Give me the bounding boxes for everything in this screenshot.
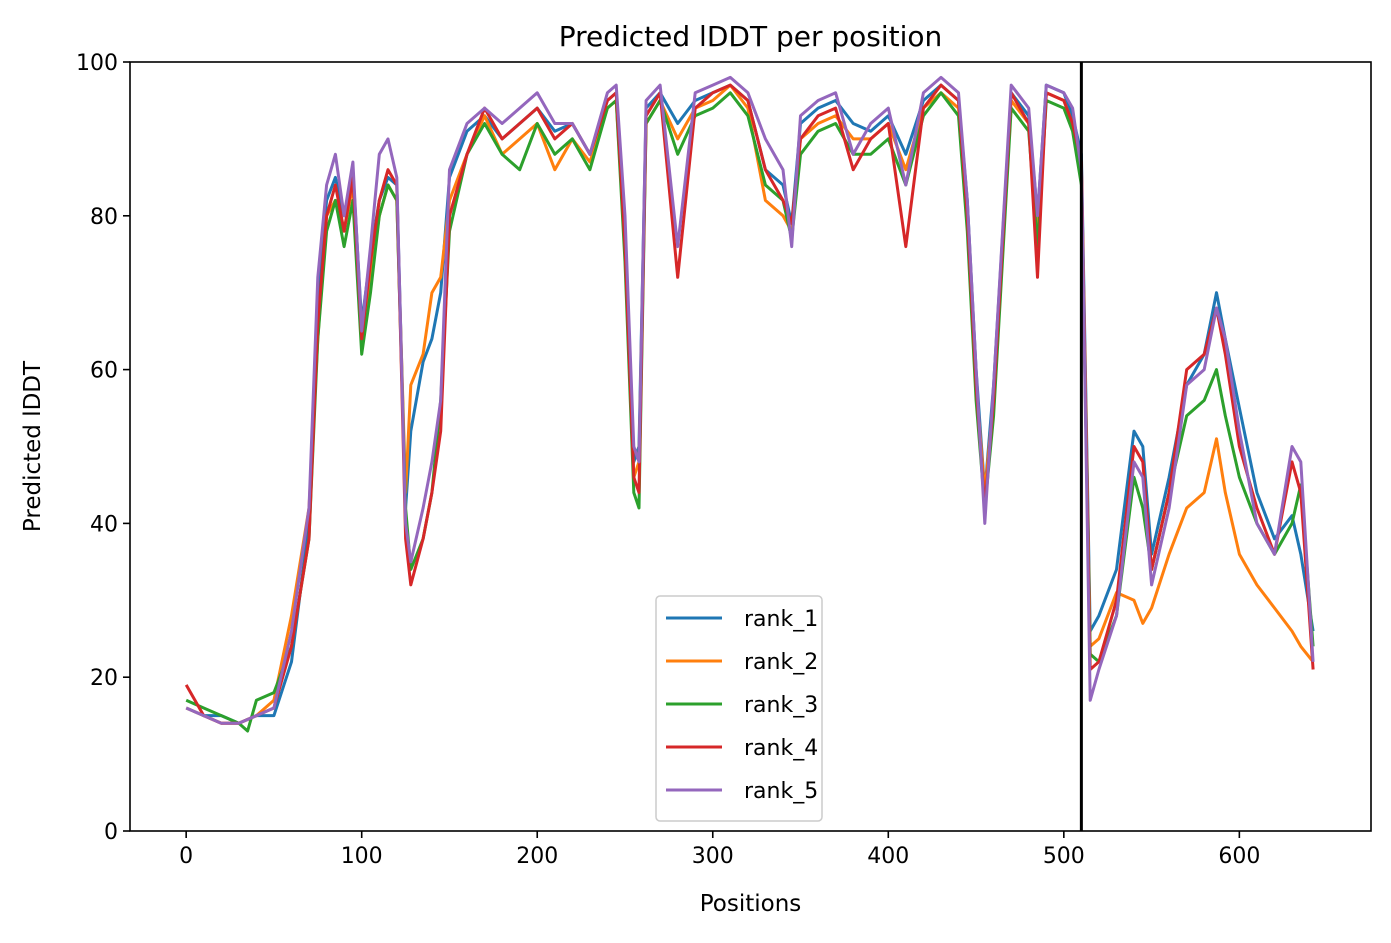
series-line-rank_5 — [185, 75, 1315, 725]
x-tick-label: 600 — [1218, 844, 1260, 869]
legend-label-rank_5: rank_5 — [744, 779, 818, 804]
chart-title: Predicted lDDT per position — [559, 20, 943, 53]
x-axis: 0 100 200 300 400 500 600 — [179, 831, 1260, 869]
x-axis-label: Positions — [700, 891, 802, 917]
x-tick-label: 100 — [341, 844, 383, 869]
y-tick-label: 20 — [90, 666, 118, 691]
y-tick-label: 40 — [90, 512, 118, 537]
legend-box — [655, 595, 823, 822]
series-group — [184, 75, 1315, 733]
legend-label-rank_2: rank_2 — [744, 650, 818, 675]
series-line-rank_4 — [184, 83, 1315, 725]
x-tick-label: 500 — [1043, 844, 1085, 869]
y-tick-label: 80 — [90, 205, 118, 230]
y-tick-label: 100 — [76, 51, 118, 76]
x-tick-label: 200 — [516, 844, 558, 869]
y-tick-label: 60 — [90, 359, 118, 384]
y-axis-label: Predicted lDDT — [20, 360, 46, 532]
plot-frame — [129, 61, 1372, 832]
legend-label-rank_4: rank_4 — [744, 736, 818, 761]
x-tick-label: 400 — [867, 844, 909, 869]
x-tick-label: 300 — [692, 844, 734, 869]
y-tick-label: 0 — [104, 820, 118, 845]
x-tick-label: 0 — [179, 844, 193, 869]
legend: rank_1 rank_2 rank_3 rank_4 rank_5 — [655, 595, 823, 822]
legend-label-rank_1: rank_1 — [744, 607, 818, 632]
legend-label-rank_3: rank_3 — [744, 693, 818, 718]
y-axis: 0 20 40 60 80 100 — [76, 51, 130, 845]
